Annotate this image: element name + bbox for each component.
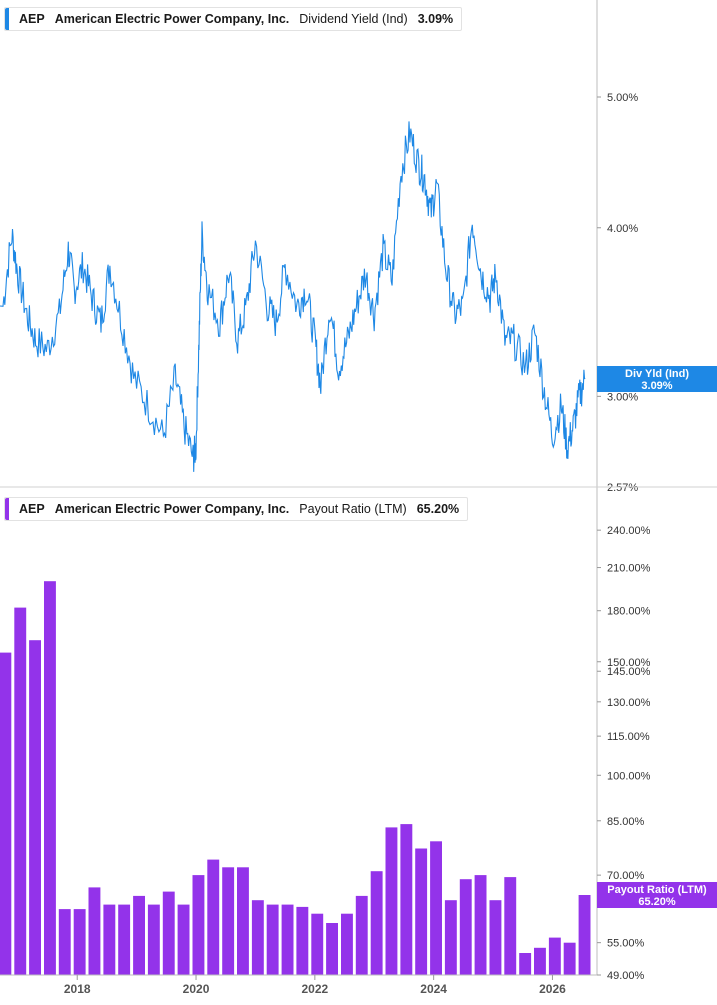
payout-bar bbox=[311, 913, 324, 975]
dividend-yield-line bbox=[0, 121, 586, 472]
payout-bar bbox=[58, 909, 71, 975]
payout-bar bbox=[237, 867, 249, 975]
bottom-legend-company: American Electric Power Company, Inc. bbox=[54, 502, 290, 516]
y-tick-label: 210.00% bbox=[607, 563, 651, 575]
payout-bar bbox=[0, 652, 12, 975]
y-tick-label: 70.00% bbox=[607, 870, 645, 882]
top-legend-ticker: AEP bbox=[19, 12, 45, 26]
payout-bar bbox=[578, 895, 591, 975]
payout-bar bbox=[504, 877, 517, 975]
y-tick-label: 2.57% bbox=[607, 482, 638, 494]
payout-bar bbox=[281, 904, 294, 975]
y-tick-label: 240.00% bbox=[607, 525, 651, 537]
top-legend-value: 3.09% bbox=[417, 12, 454, 26]
payout-bar bbox=[519, 953, 532, 975]
y-tick-label: 145.00% bbox=[607, 666, 651, 678]
axis-tag-label: Payout Ratio (LTM) bbox=[607, 884, 707, 896]
bottom-legend-swatch bbox=[5, 498, 9, 520]
axis-tag-value: 3.09% bbox=[641, 380, 672, 392]
y-tick-label: 100.00% bbox=[607, 770, 651, 782]
payout-bar bbox=[355, 895, 368, 975]
payout-bar bbox=[341, 913, 353, 975]
payout-bar bbox=[73, 909, 86, 975]
axis-tag-label: Div Yld (Ind) bbox=[625, 368, 689, 380]
payout-bar bbox=[88, 887, 101, 975]
payout-bar bbox=[534, 947, 546, 975]
payout-bar bbox=[162, 891, 175, 975]
payout-bar bbox=[118, 904, 131, 975]
y-tick-label: 55.00% bbox=[607, 938, 645, 950]
top-legend-company: American Electric Power Company, Inc. bbox=[54, 12, 290, 26]
payout-bar bbox=[251, 900, 264, 975]
y-tick-label: 180.00% bbox=[607, 606, 651, 618]
payout-bar bbox=[296, 906, 309, 975]
y-tick-label: 85.00% bbox=[607, 816, 645, 828]
payout-bar bbox=[44, 581, 56, 975]
payout-bar bbox=[459, 879, 472, 975]
axis-tag-value: 65.20% bbox=[638, 896, 676, 908]
top-legend-swatch bbox=[5, 8, 9, 30]
payout-bar bbox=[29, 640, 41, 975]
payout-bar bbox=[474, 875, 487, 975]
payout-bar bbox=[177, 904, 190, 975]
y-tick-label: 49.00% bbox=[607, 970, 645, 982]
payout-bar bbox=[133, 895, 145, 975]
x-tick-label: 2020 bbox=[183, 982, 210, 996]
y-tick-label: 115.00% bbox=[607, 731, 650, 743]
y-tick-label: 4.00% bbox=[607, 223, 638, 235]
y-tick-label: 5.00% bbox=[607, 92, 638, 104]
y-tick-label: 150.00% bbox=[607, 657, 651, 669]
x-tick-label: 2022 bbox=[301, 982, 328, 996]
payout-bar bbox=[207, 859, 220, 975]
payout-bar bbox=[326, 923, 338, 975]
payout-bar bbox=[147, 904, 160, 975]
payout-bar bbox=[192, 875, 205, 975]
x-tick-label: 2018 bbox=[64, 982, 91, 996]
bottom-legend-metric: Payout Ratio (LTM) bbox=[299, 502, 407, 516]
payout-bar bbox=[370, 871, 383, 975]
payout-bar bbox=[385, 827, 398, 975]
payout-bar bbox=[400, 824, 413, 975]
bottom-legend[interactable]: AEP American Electric Power Company, Inc… bbox=[4, 497, 469, 521]
bottom-legend-ticker: AEP bbox=[19, 502, 45, 516]
payout-bar bbox=[548, 937, 561, 975]
payout-bar bbox=[103, 904, 116, 975]
top-legend-metric: Dividend Yield (Ind) bbox=[299, 12, 408, 26]
payout-bar bbox=[444, 900, 457, 975]
y-tick-label: 130.00% bbox=[607, 697, 651, 709]
payout-bar bbox=[430, 841, 442, 975]
x-tick-label: 2026 bbox=[539, 982, 566, 996]
payout-bar bbox=[222, 867, 235, 975]
payout-bar bbox=[489, 900, 502, 975]
bottom-legend-value: 65.20% bbox=[416, 502, 460, 516]
div-yld-tag bbox=[597, 366, 717, 392]
payout-bar bbox=[14, 607, 27, 975]
top-legend[interactable]: AEP American Electric Power Company, Inc… bbox=[4, 7, 463, 31]
payout-bar bbox=[415, 848, 428, 975]
payout-bar bbox=[266, 904, 279, 975]
y-tick-label: 3.00% bbox=[607, 391, 638, 403]
payout-tag bbox=[597, 882, 717, 908]
payout-bar bbox=[563, 942, 576, 975]
x-tick-label: 2024 bbox=[420, 982, 447, 996]
